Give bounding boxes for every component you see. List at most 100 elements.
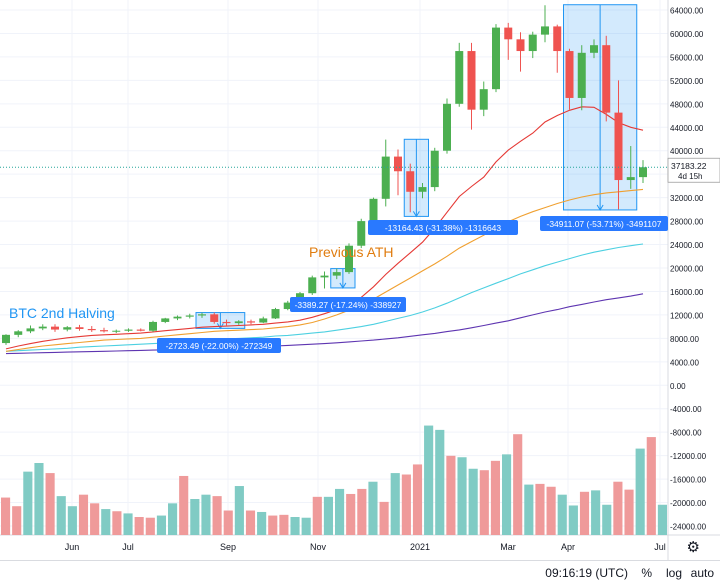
volume-bar	[591, 490, 601, 535]
measure-box-3-arrowhead	[412, 211, 420, 218]
candle-body	[26, 328, 35, 332]
y-tick-label: -24000.00	[670, 523, 707, 532]
candle-body	[38, 326, 47, 329]
y-tick-label: 64000.00	[670, 7, 704, 16]
candle-body	[553, 26, 562, 52]
candle-body	[87, 328, 96, 331]
measure-label-4	[540, 216, 668, 231]
candle-body	[626, 177, 635, 181]
volume-bar	[56, 496, 66, 535]
volume-bar	[390, 473, 400, 535]
btc-price-chart[interactable]: -24000.00 -20000.00 -16000.00 -12000.00 -800…	[0, 0, 720, 560]
volume-bar	[657, 504, 667, 535]
volume-bar	[145, 517, 155, 535]
y-tick-label: 60000.00	[670, 30, 704, 39]
candle-body	[222, 321, 231, 324]
candle-body	[136, 329, 145, 331]
y-tick-label: 20000.00	[670, 265, 704, 274]
candle-body	[577, 52, 586, 98]
y-tick-label: 16000.00	[670, 288, 704, 297]
measure-label-1	[157, 338, 281, 353]
y-tick-label: 24000.00	[670, 241, 704, 250]
candle-body	[406, 171, 415, 192]
volume-bar	[502, 454, 512, 535]
volume-bar	[78, 494, 89, 535]
x-tick-label: Jul	[122, 542, 134, 552]
candle-body	[271, 309, 280, 319]
measure-label-3	[368, 220, 518, 235]
volume-bar	[101, 509, 111, 535]
y-tick-label: 8000.00	[670, 335, 699, 344]
volume-bar	[90, 503, 100, 535]
candle-body	[320, 275, 329, 278]
volume-bar	[23, 471, 33, 535]
candle-body	[63, 327, 72, 330]
candle-body	[100, 330, 108, 332]
volume-bar	[335, 488, 345, 535]
candle-body	[541, 26, 549, 35]
candle-body	[516, 39, 525, 52]
candle-body	[210, 314, 219, 322]
measure-label-2-text: -3389.27 (-17.24%) -338927	[295, 300, 402, 310]
volume-bar	[156, 515, 166, 535]
candle-body	[504, 27, 513, 40]
y-tick-label: -4000.00	[670, 405, 702, 414]
measure-label-3-text: -13164.43 (-31.38%) -1316643	[385, 223, 502, 233]
volume-bar	[613, 481, 623, 535]
auto-scale-button[interactable]: auto	[690, 566, 714, 580]
y-tick-label: 32000.00	[670, 194, 704, 203]
x-tick-label: Mar	[500, 542, 516, 552]
utc-clock: 09:16:19 (UTC)	[545, 566, 628, 580]
volume-bar	[468, 468, 478, 535]
measure-box-4-arrowhead	[596, 204, 604, 211]
candle-body	[161, 318, 170, 322]
volume-bar	[245, 510, 256, 535]
volume-bar	[123, 513, 133, 535]
log-scale-button[interactable]: log	[665, 566, 682, 580]
volume-bar	[290, 517, 300, 535]
volume-bar	[134, 517, 144, 535]
y-tick-label: 56000.00	[670, 53, 704, 62]
y-tick-label: 28000.00	[670, 218, 704, 227]
ma-orange-line	[5, 188, 644, 352]
candle-body	[430, 150, 439, 188]
volume-bar	[268, 515, 278, 535]
candle-body	[394, 156, 402, 172]
candle-body	[247, 321, 255, 323]
candle-body	[602, 45, 611, 113]
y-tick-label: 4000.00	[670, 358, 699, 367]
volume-bar	[457, 457, 467, 535]
settings-gear-icon[interactable]: ⚙	[686, 539, 700, 556]
volume-bar	[45, 473, 55, 535]
volume-bar	[257, 511, 267, 535]
y-tick-label: 40000.00	[670, 147, 704, 156]
volume-bar	[201, 494, 211, 535]
y-tick-label: 48000.00	[670, 100, 704, 109]
candle-body	[283, 302, 292, 310]
candle-body	[2, 334, 10, 344]
x-tick-label: Jun	[65, 542, 80, 552]
candle-body	[124, 329, 133, 331]
candle-body	[173, 316, 182, 319]
candle-body	[639, 167, 647, 178]
candle-body	[259, 318, 268, 323]
volume-bar	[346, 493, 356, 535]
candle-body	[75, 327, 84, 329]
volume-bar	[401, 474, 411, 535]
measure-box-1-arrowhead	[216, 323, 224, 330]
candle-body	[418, 187, 427, 192]
volume-bar	[368, 481, 378, 535]
percent-scale-button[interactable]: %	[641, 566, 652, 580]
volume-bar	[1, 497, 11, 535]
y-tick-label: 52000.00	[670, 77, 704, 86]
y-tick-label: -8000.00	[670, 429, 702, 438]
volume-bar	[524, 484, 534, 535]
y-tick-label: 0.00	[670, 382, 686, 391]
candle-body	[443, 103, 451, 151]
x-tick-label: Jul	[654, 542, 666, 552]
price-tag-value: 37183.22	[671, 161, 707, 171]
candle-body	[332, 272, 341, 276]
candle-body	[308, 277, 317, 294]
measure-label-2	[290, 297, 406, 312]
